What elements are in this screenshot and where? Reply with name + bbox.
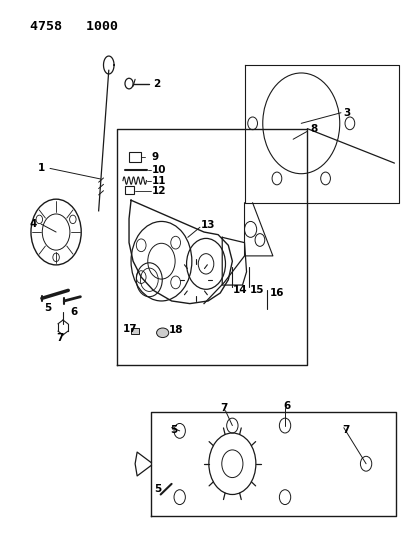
- Text: 4: 4: [30, 219, 37, 229]
- Text: 10: 10: [151, 165, 166, 175]
- Text: 6: 6: [283, 401, 290, 411]
- Text: 8: 8: [310, 124, 317, 134]
- Bar: [131, 328, 139, 334]
- Text: 5: 5: [44, 303, 51, 313]
- Text: 7: 7: [342, 425, 349, 435]
- Text: 13: 13: [201, 220, 216, 230]
- Text: 2: 2: [153, 78, 161, 88]
- Bar: [125, 187, 134, 194]
- Text: 1: 1: [38, 164, 45, 173]
- Text: 5: 5: [155, 484, 162, 494]
- Text: 5: 5: [171, 425, 177, 435]
- Text: 16: 16: [270, 288, 284, 298]
- Text: 7: 7: [56, 333, 64, 343]
- Text: 11: 11: [151, 175, 166, 185]
- Text: 7: 7: [220, 403, 228, 413]
- Ellipse shape: [157, 328, 169, 337]
- Text: 4758   1000: 4758 1000: [30, 20, 118, 33]
- Text: 12: 12: [151, 185, 166, 196]
- Text: 9: 9: [151, 152, 158, 162]
- Text: 3: 3: [344, 108, 351, 118]
- Text: 17: 17: [123, 324, 137, 334]
- Text: 15: 15: [250, 285, 265, 295]
- Text: 18: 18: [169, 325, 183, 335]
- Text: 6: 6: [70, 306, 78, 317]
- Text: 14: 14: [233, 285, 248, 295]
- Bar: [129, 152, 141, 161]
